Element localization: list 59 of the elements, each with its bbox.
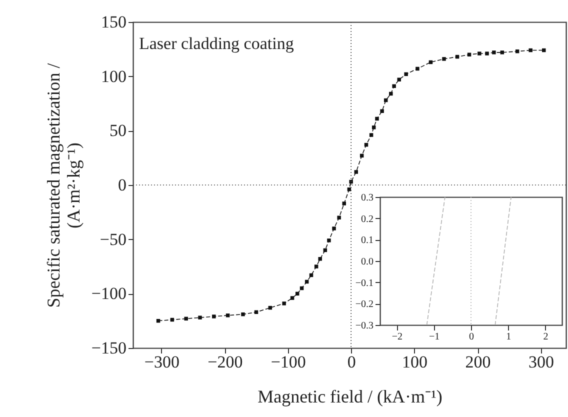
x-tick-label: 100 [402,352,428,372]
x-tick-label: −2 [392,332,403,342]
y-tick-label: 50 [110,121,126,140]
point [314,264,318,268]
point [416,66,420,71]
x-tick-label: 300 [528,352,554,372]
y-tick-label: −0.3 [355,320,374,332]
point [241,312,245,316]
point [354,170,358,174]
point [389,92,393,96]
y-tick-label: 0.1 [361,235,374,246]
point [332,226,336,230]
point [349,180,353,184]
point [528,48,532,52]
point [198,316,202,320]
point [485,52,489,56]
point [478,52,482,56]
y-tick-label: 100 [101,66,126,86]
y-tick-label: 0.0 [361,256,374,268]
x-tick-label: −300 [144,352,180,372]
y-tick-label: 0.3 [361,192,374,204]
annotation: Laser cladding coating [139,34,294,53]
point [404,72,408,76]
point [392,84,396,88]
y-tick-label: 0 [118,176,126,194]
x-tick-label: 200 [465,352,491,372]
x-tick-label: −200 [208,352,243,372]
y-tick-label: −50 [100,230,126,249]
y-tick-label: −100 [91,284,126,304]
point [184,316,188,321]
y-tick-label: 150 [101,12,126,32]
point [337,216,341,220]
y-tick-label: −150 [91,338,126,358]
point [380,109,384,113]
point [500,50,504,54]
point [372,126,376,130]
point [327,238,331,242]
x-tick-label: −100 [270,352,306,372]
point [397,78,401,82]
x-tick-label: 1 [506,332,512,342]
point [375,116,379,121]
point [342,202,346,206]
point [492,50,496,54]
point [226,314,230,318]
x-tick-label: 2 [543,332,548,342]
y-tick-label: 0.2 [361,214,374,225]
point [318,257,322,261]
point [369,133,374,137]
point [282,302,286,306]
x-tick-label: 0 [469,332,474,342]
y-axis-title: Specific saturated magnetization / (A·m²·kg⁻¹) [43,63,84,308]
y-tick-label: −0.2 [355,299,374,310]
x-tick-label: −1 [429,332,440,342]
point [467,52,472,56]
x-axis-title: Magnetic field / (kA·m⁻¹) [258,386,442,406]
y-tick-label: −0.1 [355,278,374,289]
point [442,57,446,61]
point [212,314,216,318]
point [290,296,294,300]
